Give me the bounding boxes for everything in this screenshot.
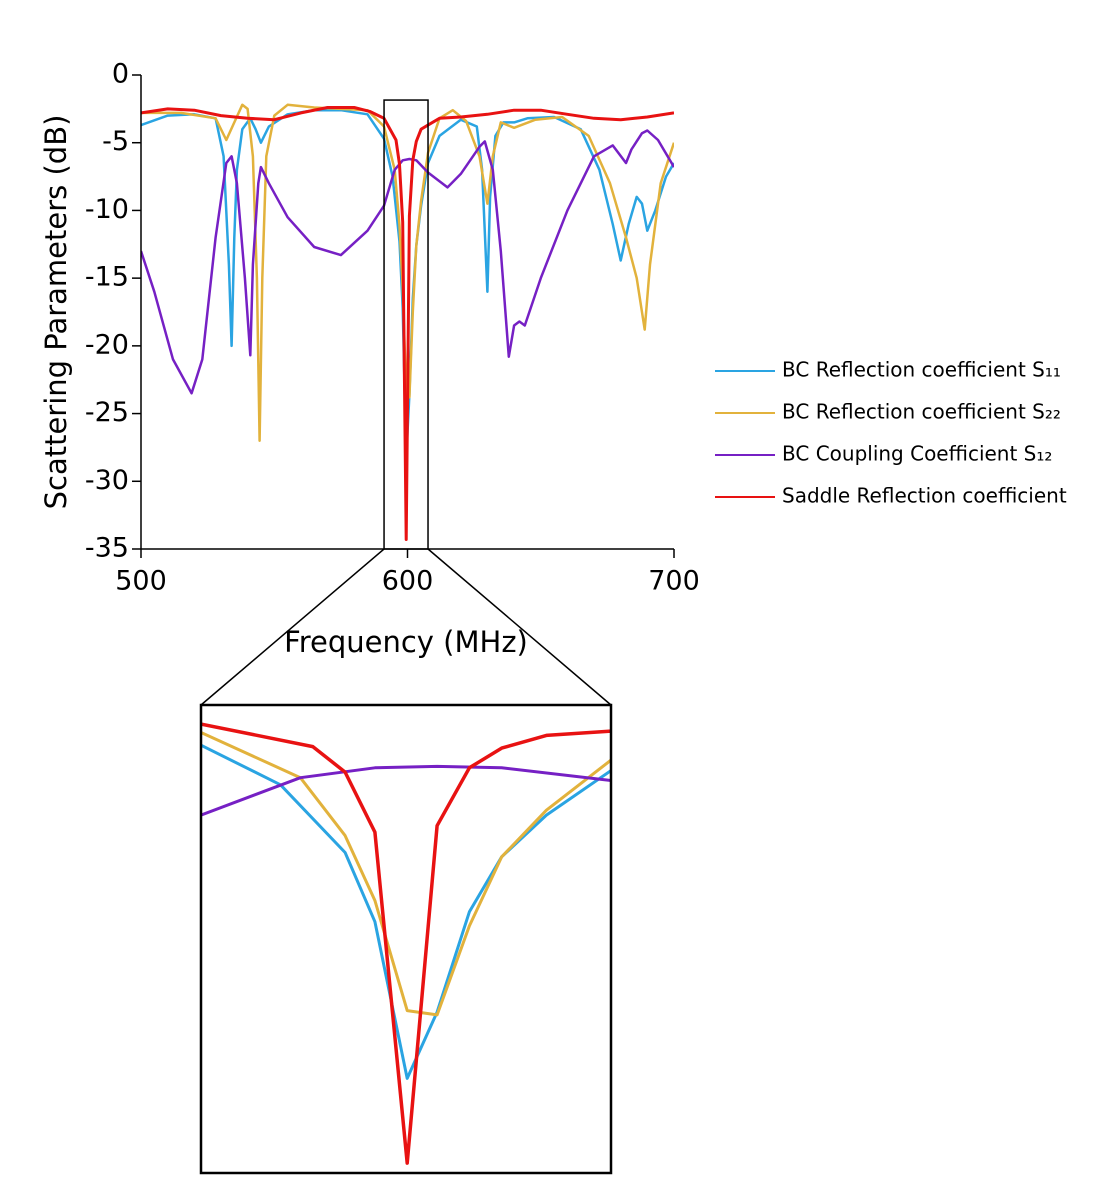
zoom-connector: [200, 548, 385, 706]
y-tick-label: -10: [85, 194, 129, 225]
zoom-connector: [427, 548, 612, 706]
legend-label: BC Coupling Coefficient S₁₂: [782, 442, 1052, 466]
series-line: [141, 129, 674, 395]
x-tick-label: 600: [382, 566, 434, 597]
series-line: [201, 743, 611, 1080]
series-line: [201, 764, 611, 817]
y-axis-label: Scattering Parameters (dB): [39, 115, 73, 510]
y-tick-label: -20: [85, 329, 129, 360]
main-plot: [141, 103, 674, 541]
x-axis-label: Frequency (MHz): [284, 625, 528, 659]
y-tick-label: -15: [85, 262, 129, 293]
inset-frame: [199, 703, 613, 1175]
series-line: [201, 730, 611, 1017]
legend-label: BC Reflection coefficient S₂₂: [782, 400, 1061, 424]
legend-label: Saddle Reflection coefficient: [782, 484, 1067, 508]
zoom-box: [383, 99, 429, 550]
y-tick-label: -25: [85, 397, 129, 428]
x-tick-label: 700: [648, 566, 700, 597]
y-tick-label: -5: [102, 126, 129, 157]
y-tick-label: 0: [112, 59, 129, 90]
series-line: [141, 103, 674, 442]
series-line: [141, 106, 674, 541]
y-tick-label: -35: [85, 533, 129, 564]
legend-label: BC Reflection coefficient S₁₁: [782, 358, 1061, 382]
series-line: [201, 722, 611, 1165]
inset-plot: [201, 722, 611, 1165]
x-tick-label: 500: [115, 566, 167, 597]
y-tick-label: -30: [85, 465, 129, 496]
